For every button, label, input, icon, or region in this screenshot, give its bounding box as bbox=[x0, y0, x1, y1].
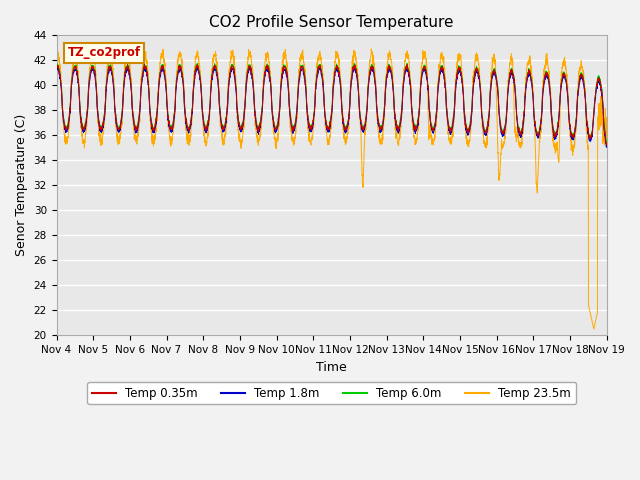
Title: CO2 Profile Sensor Temperature: CO2 Profile Sensor Temperature bbox=[209, 15, 454, 30]
Y-axis label: Senor Temperature (C): Senor Temperature (C) bbox=[15, 114, 28, 256]
X-axis label: Time: Time bbox=[316, 360, 347, 373]
Text: TZ_co2prof: TZ_co2prof bbox=[68, 47, 141, 60]
Legend: Temp 0.35m, Temp 1.8m, Temp 6.0m, Temp 23.5m: Temp 0.35m, Temp 1.8m, Temp 6.0m, Temp 2… bbox=[87, 382, 576, 404]
